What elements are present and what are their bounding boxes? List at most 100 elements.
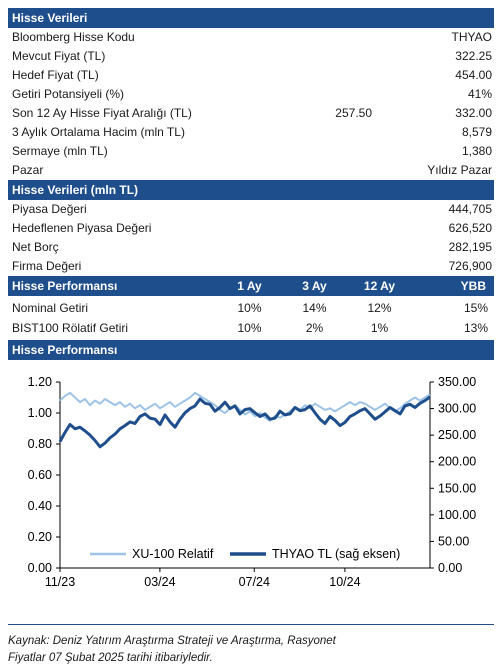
y-right-tick-label: 250.00 <box>438 428 476 442</box>
stock-data-table: Bloomberg Hisse Kodu THYAO Mevcut Fiyat (T… <box>8 28 494 180</box>
stock-data-label: Getiri Potansiyeli (%) <box>12 87 125 101</box>
stock-data-range-low <box>332 66 412 85</box>
x-tick-label: 07/24 <box>239 575 270 589</box>
stock-data-row: Sermaye (mln TL) 1,380 <box>8 142 494 161</box>
stock-data-row: Getiri Potansiyeli (%) 41% <box>8 85 494 104</box>
stock-data-label: Pazar <box>12 163 44 177</box>
stock-data-label: Son 12 Ay Hisse Fiyat Aralığı (TL) <box>12 106 192 120</box>
performance-cell: 2% <box>305 321 324 335</box>
performance-cell: 14% <box>302 301 327 315</box>
stock-data-label: Hedef Fiyat (TL) <box>12 68 99 82</box>
x-tick-label: 03/24 <box>144 575 175 589</box>
stock-data-mln-value: 726,900 <box>448 259 492 273</box>
chart-section-title: Hisse Performansı <box>12 343 118 357</box>
legend-label-xu100: XU-100 Relatif <box>132 547 214 561</box>
y-left-tick-label: 0.60 <box>28 468 52 482</box>
stock-data-mln-value: 282,195 <box>448 240 492 254</box>
stock-data-mln-title: Hisse Verileri (mln TL) <box>12 183 139 197</box>
y-right-tick-label: 300.00 <box>438 402 476 416</box>
performance-cell: 10% <box>237 301 262 315</box>
y-right-tick-label: 200.00 <box>438 455 476 469</box>
series-line-thyao <box>58 395 431 449</box>
stock-data-value: 332.00 <box>455 106 492 120</box>
y-left-tick-label: 0.40 <box>28 499 52 513</box>
chart-section-header: Hisse Performansı <box>8 340 494 360</box>
performance-cell: 13% <box>463 321 488 335</box>
performance-cell: 10% <box>237 321 262 335</box>
stock-data-row: Son 12 Ay Hisse Fiyat Aralığı (TL) 257.50… <box>8 104 494 123</box>
performance-title: Hisse Performansı <box>12 279 118 293</box>
performance-header: Hisse Performansı 1 Ay 3 Ay 12 Ay YBB <box>8 276 494 296</box>
y-left-tick-label: 1.00 <box>28 406 52 420</box>
stock-data-label: 3 Aylık Ortalama Hacim (mln TL) <box>12 125 185 139</box>
stock-data-value: 1,380 <box>461 144 492 158</box>
report-panel: Hisse Verileri Bloomberg Hisse Kodu THYAO… <box>8 8 494 622</box>
stock-data-title: Hisse Verileri <box>12 11 88 25</box>
stock-data-row: Bloomberg Hisse Kodu THYAO <box>8 28 494 47</box>
performance-row-label: Nominal Getiri <box>12 301 89 315</box>
stock-data-row: Mevcut Fiyat (TL) 322.25 <box>8 47 494 66</box>
source-note: Kaynak: Deniz Yatırım Araştırma Strateji… <box>8 624 494 667</box>
stock-data-mln-label: Net Borç <box>12 240 59 254</box>
performance-col-1ay: 1 Ay <box>237 279 262 293</box>
series-line-xu100 <box>59 391 431 422</box>
stock-data-mln-value: 626,520 <box>448 221 492 235</box>
y-left-tick-label: 0.00 <box>28 561 52 575</box>
performance-cell: 1% <box>370 321 389 335</box>
y-right-tick-label: 350.00 <box>438 375 476 389</box>
y-left-tick-label: 1.20 <box>28 375 52 389</box>
stock-data-mln-value: 444,705 <box>448 202 492 216</box>
y-right-tick-label: 50.00 <box>438 534 469 548</box>
stock-data-mln-row: Net Borç 282,195 <box>8 238 494 257</box>
stock-data-mln-row: Hedeflenen Piyasa Değeri 626,520 <box>8 219 494 238</box>
stock-data-header: Hisse Verileri <box>8 8 494 28</box>
performance-row-label: BIST100 Rölatif Getiri <box>12 321 129 335</box>
stock-data-range-low: 257.50 <box>335 106 372 120</box>
legend-label-thyao: THYAO TL (sağ eksen) <box>272 547 400 561</box>
performance-cell: 15% <box>463 301 488 315</box>
stock-data-range-low <box>332 142 412 161</box>
performance-cell: 12% <box>367 301 392 315</box>
stock-data-range-low <box>332 161 412 180</box>
stock-data-mln-header: Hisse Verileri (mln TL) <box>8 180 494 200</box>
stock-data-row: Hedef Fiyat (TL) 454.00 <box>8 66 494 85</box>
source-line-2: Fiyatlar 07 Şubat 2025 tarihi itibariyle… <box>8 652 213 664</box>
stock-data-label: Sermaye (mln TL) <box>12 144 108 158</box>
y-right-tick-label: 150.00 <box>438 481 476 495</box>
stock-data-range-low <box>332 85 412 104</box>
y-left-tick-label: 0.20 <box>28 530 52 544</box>
stock-data-row: Pazar Yıldız Pazar <box>8 161 494 180</box>
performance-table: Nominal Getiri 10% 14% 12% 15% BIST100 Rölati… <box>8 298 494 338</box>
stock-data-value: 322.25 <box>455 49 492 63</box>
stock-data-value: THYAO <box>451 30 492 44</box>
source-line-1: Kaynak: Deniz Yatırım Araştırma Strateji… <box>8 635 336 647</box>
performance-col-3ay: 3 Ay <box>302 279 327 293</box>
x-tick-label: 11/23 <box>45 575 75 589</box>
stock-data-value: Yıldız Pazar <box>427 163 492 177</box>
performance-row: Nominal Getiri 10% 14% 12% 15% <box>8 298 494 318</box>
performance-row: BIST100 Rölatif Getiri 10% 2% 1% 13% <box>8 318 494 338</box>
y-right-tick-label: 0.00 <box>438 561 462 575</box>
stock-data-value: 8,579 <box>461 125 492 139</box>
stock-data-row: 3 Aylık Ortalama Hacim (mln TL) 8,579 <box>8 123 494 142</box>
performance-col-12ay: 12 Ay <box>363 279 396 293</box>
performance-chart: 0.00 0.20 0.40 0.60 0.80 1.00 1.20 0.00 50.00 100… <box>8 360 494 622</box>
stock-data-value: 41% <box>467 87 492 101</box>
stock-data-range-low <box>332 28 412 47</box>
stock-data-mln-row: Firma Değeri 726,900 <box>8 257 494 276</box>
performance-col-ybb: YBB <box>460 279 486 293</box>
stock-data-range-low <box>332 123 412 142</box>
stock-data-mln-label: Firma Değeri <box>12 259 82 273</box>
stock-data-mln-label: Piyasa Değeri <box>12 202 87 216</box>
stock-data-mln-label: Hedeflenen Piyasa Değeri <box>12 221 152 235</box>
x-tick-label: 10/24 <box>329 575 360 589</box>
performance-chart-svg: 0.00 0.20 0.40 0.60 0.80 1.00 1.20 0.00 50.00 100… <box>28 375 477 589</box>
stock-data-mln-table: Piyasa Değeri 444,705 Hedeflenen Piyasa De… <box>8 200 494 276</box>
stock-data-mln-row: Piyasa Değeri 444,705 <box>8 200 494 219</box>
stock-data-range-low <box>332 47 412 66</box>
stock-data-label: Bloomberg Hisse Kodu <box>12 30 135 44</box>
stock-data-label: Mevcut Fiyat (TL) <box>12 49 106 63</box>
y-left-tick-label: 0.80 <box>28 437 52 451</box>
stock-data-value: 454.00 <box>455 68 492 82</box>
y-right-tick-label: 100.00 <box>438 508 476 522</box>
